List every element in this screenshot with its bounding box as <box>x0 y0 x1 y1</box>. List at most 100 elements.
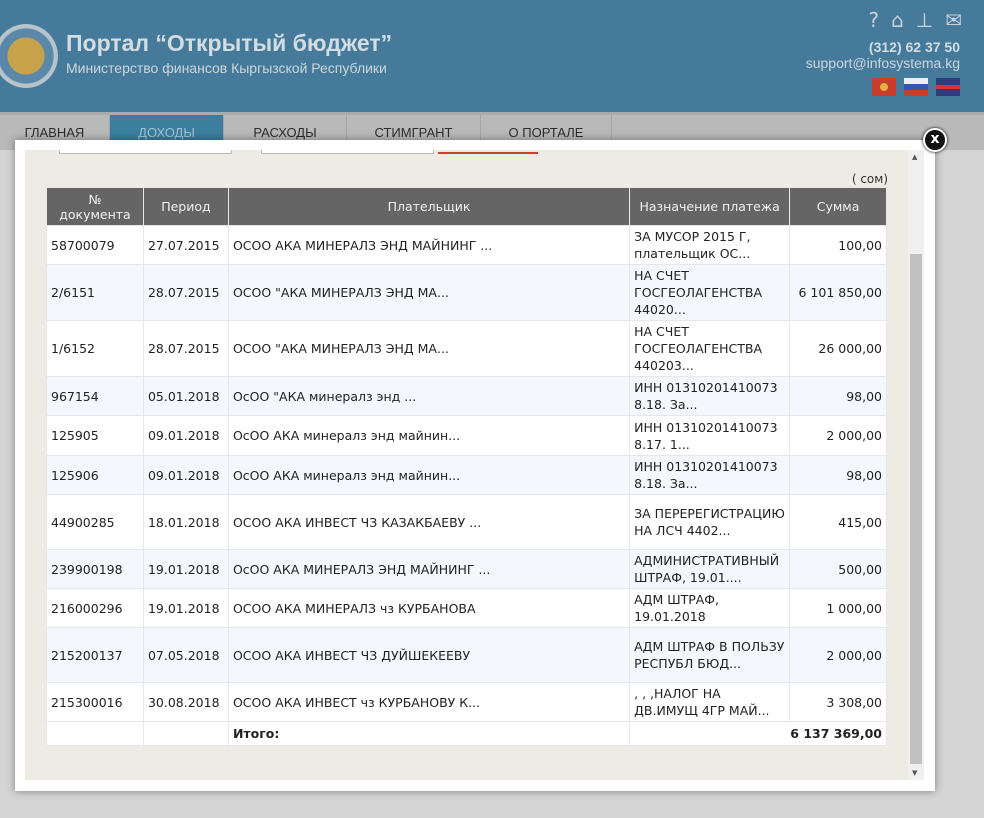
period-cell: 27.07.2015 <box>142 225 229 265</box>
column-header: Плательщик <box>227 187 631 226</box>
period-cell: 07.05.2018 <box>142 627 229 683</box>
payments-table: № документа Период Плательщик Назначение пл… <box>46 187 887 746</box>
payer-cell: ОсОО АКА минералз энд майнин... <box>227 415 631 456</box>
table-row[interactable]: 967154 05.01.2018 ОсОО "АКА минералз энд .… <box>46 376 887 416</box>
purpose-cell: ИНН 01310201410073 8.18. За... <box>629 455 791 495</box>
amount-cell: 6 101 850,00 <box>789 264 887 321</box>
table-row[interactable]: 215300016 30.08.2018 ОСОО АКА ИНВЕСТ чз КУ… <box>46 682 887 722</box>
sitemap-icon[interactable]: ⊥ <box>915 8 934 32</box>
period-cell: 18.01.2018 <box>142 494 229 550</box>
document-number-cell: 967154 <box>46 376 144 416</box>
payer-cell: ОСОО АКА МИНЕРАЛЗ чз КУРБАНОВА <box>227 588 631 628</box>
amount-cell: 415,00 <box>789 494 887 550</box>
scroll-down-icon[interactable]: ▼ <box>912 769 918 777</box>
filter-field[interactable] <box>261 150 434 154</box>
period-cell: 19.01.2018 <box>142 549 229 589</box>
period-cell: 05.01.2018 <box>142 376 229 416</box>
amount-cell: 100,00 <box>789 225 887 265</box>
purpose-cell: ЗА МУСОР 2015 Г, плательщик ОС... <box>629 225 791 265</box>
document-number-cell: 125906 <box>46 455 144 495</box>
payer-cell: ОСОО АКА МИНЕРАЛЗ ЭНД МАЙНИНГ ... <box>227 225 631 265</box>
payer-cell: ОсОО "АКА минералз энд ... <box>227 376 631 416</box>
help-icon[interactable]: ? <box>868 8 880 32</box>
scrollbar-thumb[interactable] <box>910 254 922 764</box>
payer-cell: ОСОО АКА ИНВЕСТ чз КУРБАНОВУ К... <box>227 682 631 722</box>
home-icon[interactable]: ⌂ <box>891 8 904 32</box>
uk-flag-icon[interactable] <box>936 78 960 96</box>
column-header: № документа <box>46 187 144 226</box>
tab-about[interactable]: О ПОРТАЛЕ <box>481 115 612 151</box>
column-header: Назначение платежа <box>629 187 791 226</box>
payer-cell: ОСОО АКА ИНВЕСТ ЧЗ ДУЙШЕКЕЕВУ <box>227 627 631 683</box>
table-row[interactable]: 215200137 07.05.2018 ОСОО АКА ИНВЕСТ ЧЗ ДУ… <box>46 627 887 683</box>
close-button[interactable]: x <box>923 128 947 152</box>
document-number-cell: 215300016 <box>46 682 144 722</box>
column-header: Сумма <box>789 187 887 226</box>
amount-cell: 3 308,00 <box>789 682 887 722</box>
amount-cell: 98,00 <box>789 376 887 416</box>
table-row[interactable]: 216000296 19.01.2018 ОСОО АКА МИНЕРАЛЗ чз … <box>46 588 887 628</box>
payer-cell: ОСОО АКА ИНВЕСТ ЧЗ КАЗАКБАЕВУ ... <box>227 494 631 550</box>
empty-cell <box>142 721 229 746</box>
payments-modal: ( сом) № документа Период Плательщик Назнач… <box>15 140 935 791</box>
table-row[interactable]: 125906 09.01.2018 ОсОО АКА минералз энд ма… <box>46 455 887 495</box>
table-row[interactable]: 239900198 19.01.2018 ОсОО АКА МИНЕРАЛЗ ЭНД… <box>46 549 887 589</box>
purpose-cell: НА СЧЕТ ГОСГЕОЛАГЕНСТВА 440203... <box>629 320 791 377</box>
amount-cell: 2 000,00 <box>789 627 887 683</box>
russian-flag-icon[interactable] <box>904 78 928 96</box>
site-subtitle: Министерство финансов Кыргызской Республ… <box>66 60 387 76</box>
document-number-cell: 239900198 <box>46 549 144 589</box>
purpose-cell: АДМ ШТРАФ В ПОЛЬЗУ РЕСПУБЛ БЮД... <box>629 627 791 683</box>
purpose-cell: НА СЧЕТ ГОСГЕОЛАГЕНСТВА 44020... <box>629 264 791 321</box>
amount-cell: 98,00 <box>789 455 887 495</box>
period-cell: 28.07.2015 <box>142 320 229 377</box>
period-cell: 19.01.2018 <box>142 588 229 628</box>
table-row[interactable]: 125905 09.01.2018 ОсОО АКА минералз энд ма… <box>46 415 887 456</box>
amount-cell: 1 000,00 <box>789 588 887 628</box>
amount-cell: 2 000,00 <box>789 415 887 456</box>
payer-cell: ОсОО АКА минералз энд майнин... <box>227 455 631 495</box>
total-value: 6 137 369,00 <box>629 721 887 746</box>
purpose-cell: АДМ ШТРАФ, 19.01.2018 <box>629 588 791 628</box>
document-number-cell: 58700079 <box>46 225 144 265</box>
filter-field[interactable] <box>59 150 232 154</box>
amount-cell: 500,00 <box>789 549 887 589</box>
table-row[interactable]: 1/6152 28.07.2015 ОСОО "АКА МИНЕРАЛЗ ЭНД М… <box>46 320 887 377</box>
total-label: Итого: <box>227 721 631 746</box>
table-row[interactable]: 2/6151 28.07.2015 ОСОО "АКА МИНЕРАЛЗ ЭНД М… <box>46 264 887 321</box>
currency-unit: ( сом) <box>851 172 888 186</box>
modal-content: ( сом) № документа Период Плательщик Назнач… <box>25 150 908 780</box>
support-email[interactable]: support@infosystema.kg <box>805 55 960 71</box>
document-number-cell: 44900285 <box>46 494 144 550</box>
document-number-cell: 125905 <box>46 415 144 456</box>
table-row[interactable]: 44900285 18.01.2018 ОСОО АКА ИНВЕСТ ЧЗ КАЗ… <box>46 494 887 550</box>
site-header: Портал “Открытый бюджет” Министерство фи… <box>0 0 984 112</box>
table-row[interactable]: 58700079 27.07.2015 ОСОО АКА МИНЕРАЛЗ ЭНД … <box>46 225 887 265</box>
site-title[interactable]: Портал “Открытый бюджет” <box>66 30 393 56</box>
scrollbar[interactable]: ▲ ▼ <box>908 150 924 780</box>
purpose-cell: , , ,НАЛОГ НА ДВ.ИМУЩ 4ГР МАЙ... <box>629 682 791 722</box>
document-number-cell: 215200137 <box>46 627 144 683</box>
purpose-cell: ЗА ПЕРЕРЕГИСТРАЦИЮ НА ЛСЧ 4402... <box>629 494 791 550</box>
kyrgyz-flag-icon[interactable] <box>872 78 896 96</box>
scroll-up-icon[interactable]: ▲ <box>912 153 918 161</box>
submit-button[interactable] <box>438 150 538 154</box>
purpose-cell: ИНН 01310201410073 8.17. 1... <box>629 415 791 456</box>
empty-cell <box>46 721 144 746</box>
total-row: Итого: 6 137 369,00 <box>46 721 887 746</box>
coat-of-arms-logo[interactable] <box>0 24 58 88</box>
phone: (312) 62 37 50 <box>868 39 960 55</box>
payer-cell: ОСОО "АКА МИНЕРАЛЗ ЭНД МА... <box>227 264 631 321</box>
tab-stimgrant[interactable]: СТИМГРАНТ <box>347 115 481 151</box>
period-cell: 30.08.2018 <box>142 682 229 722</box>
payer-cell: ОсОО АКА МИНЕРАЛЗ ЭНД МАЙНИНГ ... <box>227 549 631 589</box>
document-number-cell: 2/6151 <box>46 264 144 321</box>
column-header: Период <box>142 187 229 226</box>
period-cell: 28.07.2015 <box>142 264 229 321</box>
purpose-cell: АДМИНИСТРАТИВНЫЙ ШТРАФ, 19.01.... <box>629 549 791 589</box>
amount-cell: 26 000,00 <box>789 320 887 377</box>
mail-icon[interactable]: ✉ <box>945 8 962 32</box>
tab-home[interactable]: ГЛАВНАЯ <box>0 115 110 151</box>
tab-expenses[interactable]: РАСХОДЫ <box>224 115 347 151</box>
period-cell: 09.01.2018 <box>142 455 229 495</box>
